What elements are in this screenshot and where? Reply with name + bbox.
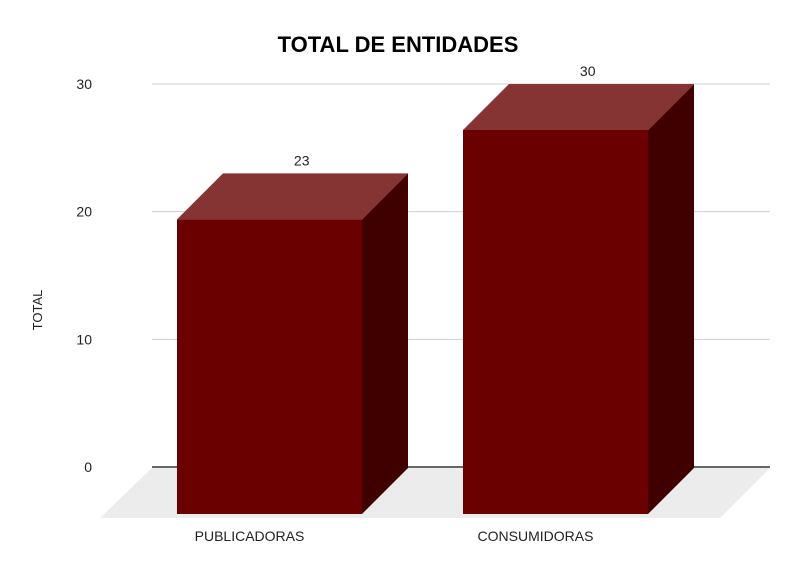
bar [463, 84, 694, 514]
data-label: 23 [294, 152, 310, 168]
chart-title: TOTAL DE ENTIDADES [278, 32, 519, 57]
data-labels: 23 30 [294, 63, 596, 168]
bar-top [463, 84, 694, 130]
y-tick-label: 20 [76, 204, 92, 220]
y-tick-label: 10 [76, 331, 92, 347]
bar [177, 173, 408, 514]
bar-top [177, 173, 408, 220]
category-label: PUBLICADORAS [195, 528, 305, 544]
y-tick-label: 30 [76, 76, 92, 92]
y-tick-label: 0 [84, 459, 92, 475]
category-labels: PUBLICADORAS CONSUMIDORAS [195, 528, 594, 544]
y-axis-label: TOTAL [30, 290, 45, 331]
bar-front [177, 219, 362, 514]
y-ticks: 0 10 20 30 [76, 76, 92, 475]
bar-side [648, 84, 694, 514]
category-label: CONSUMIDORAS [478, 528, 594, 544]
bar-front [463, 130, 648, 514]
bars [177, 84, 694, 514]
bar-side [362, 173, 408, 514]
data-label: 30 [580, 63, 596, 79]
